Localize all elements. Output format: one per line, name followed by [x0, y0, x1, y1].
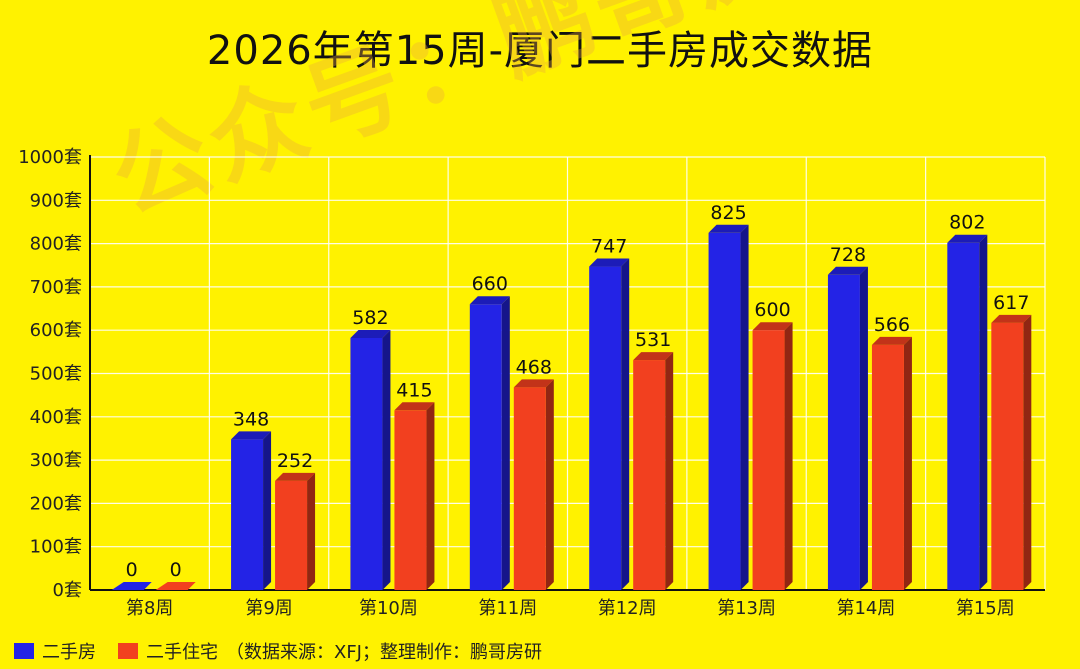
y-tick-label: 500套 [30, 364, 82, 385]
bar-zero [111, 582, 152, 590]
chart-title: 2026年第15周-厦门二手房成交数据 [206, 28, 874, 74]
bar-top [513, 379, 554, 388]
y-tick-label: 600套 [30, 320, 82, 341]
bar-side [382, 329, 391, 590]
data-label: 617 [993, 292, 1029, 314]
bar-side [903, 336, 912, 590]
legend-label-residential: 二手住宅 [146, 642, 218, 663]
x-tick-label: 第14周 [836, 598, 895, 619]
y-tick-label: 1000套 [18, 147, 82, 168]
bar-side [740, 224, 749, 590]
bar-top [633, 352, 674, 361]
legend-swatch-second-hand [14, 643, 34, 659]
bar [633, 360, 666, 590]
y-tick-label: 0套 [53, 580, 82, 601]
x-tick-label: 第9周 [245, 598, 292, 619]
data-label: 252 [277, 450, 313, 472]
data-label: 0 [126, 559, 138, 581]
y-tick-label: 200套 [30, 493, 82, 514]
bar-side [545, 379, 554, 590]
data-label: 468 [516, 356, 552, 378]
bar-side [501, 296, 510, 590]
bar-top [589, 258, 630, 267]
legend-swatch-residential [118, 643, 138, 659]
bar-side [859, 266, 868, 590]
data-label: 566 [874, 314, 910, 336]
bar [827, 274, 860, 590]
legend-label-second-hand: 二手房 [42, 642, 96, 663]
bar [871, 344, 904, 590]
bar [394, 410, 427, 590]
bar [350, 337, 383, 590]
y-tick-label: 400套 [30, 407, 82, 428]
data-label: 531 [635, 329, 671, 351]
x-tick-label: 第8周 [126, 598, 173, 619]
y-tick-label: 800套 [30, 234, 82, 255]
bar [513, 387, 546, 590]
bar [231, 439, 264, 590]
bar-top [827, 266, 868, 275]
data-label: 802 [949, 212, 985, 234]
legend-source-note: （数据来源：XFJ；整理制作：鹏哥房研 [226, 642, 542, 663]
bar [589, 266, 622, 590]
bar-side [665, 352, 674, 590]
bar-side [426, 402, 435, 590]
bar-top [394, 402, 435, 411]
bar [991, 322, 1024, 590]
y-tick-label: 900套 [30, 190, 82, 211]
y-tick-label: 100套 [30, 537, 82, 558]
data-label: 747 [591, 236, 627, 258]
bar [752, 330, 785, 590]
y-tick-label: 300套 [30, 450, 82, 471]
bar-side [1023, 314, 1032, 590]
data-label: 660 [472, 273, 508, 295]
bar-side [621, 258, 630, 590]
x-tick-label: 第11周 [478, 598, 537, 619]
bar [947, 242, 980, 590]
bar-side [307, 472, 316, 590]
legend: 二手房 二手住宅 （数据来源：XFJ；整理制作：鹏哥房研 [14, 638, 542, 664]
y-tick-label: 700套 [30, 277, 82, 298]
data-label: 0 [170, 559, 182, 581]
bar-top [708, 224, 749, 233]
bar-side [979, 234, 988, 590]
bar-top [947, 234, 988, 243]
x-tick-label: 第10周 [359, 598, 418, 619]
bar-top [275, 472, 316, 481]
bar [469, 304, 502, 590]
data-label: 728 [830, 244, 866, 266]
data-label: 582 [352, 307, 388, 329]
bar-side [784, 322, 793, 590]
x-tick-label: 第13周 [717, 598, 776, 619]
x-tick-label: 第12周 [598, 598, 657, 619]
bar-top [991, 314, 1032, 323]
bar-side [263, 431, 272, 590]
bar-zero [155, 582, 196, 590]
data-label: 600 [754, 299, 790, 321]
bar-top [871, 336, 912, 345]
bar-top [469, 296, 510, 305]
bar-top [350, 329, 391, 338]
bar [275, 480, 308, 590]
bar-top [752, 322, 793, 331]
bar-top [231, 431, 272, 440]
data-label: 415 [396, 379, 432, 401]
x-tick-label: 第15周 [956, 598, 1015, 619]
data-label: 348 [233, 408, 269, 430]
data-label: 825 [710, 202, 746, 224]
bar [708, 232, 741, 590]
